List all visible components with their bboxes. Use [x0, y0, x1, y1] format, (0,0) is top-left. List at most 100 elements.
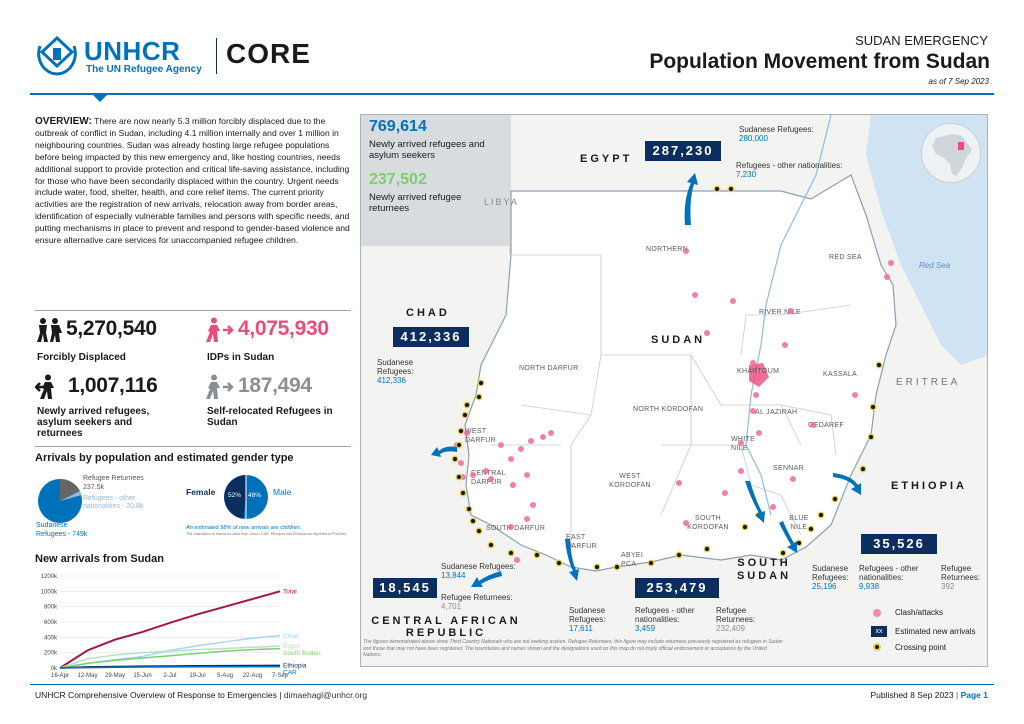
arrow-ethiopia-south-icon [779, 521, 797, 553]
newly-arrived-value: 769,614 [369, 118, 427, 135]
series-line-total [59, 590, 281, 669]
org-tagline: The UN Refugee Agency [86, 64, 202, 75]
series-line-egypt [59, 645, 281, 669]
female-label: Female [186, 487, 216, 497]
region-gedaref: GEDAREF [808, 422, 844, 429]
ss-returnees: Refugee Returnees: 232,409 [716, 606, 756, 633]
clash-marker [756, 374, 762, 380]
unhcr-emblem-icon [37, 36, 77, 76]
clash-marker [524, 516, 530, 522]
arrow-ss-east-icon [745, 481, 765, 523]
clash-marker [530, 502, 536, 508]
footer-page: Page 1 [960, 690, 988, 700]
x-tick-label: 5-Aug [217, 673, 233, 679]
chad-total-box: 412,336 [393, 327, 469, 347]
country-chad: CHAD [406, 307, 450, 319]
car-returnees: Refugee Returnees: 4,701 [441, 593, 513, 611]
x-tick-label: 22-Aug [243, 673, 262, 679]
idp-walking-icon [206, 317, 234, 342]
clash-marker [514, 557, 520, 563]
legend: Clash/attacks xx Estimated new arrivals … [871, 607, 987, 657]
forcibly-displaced-label: Forcibly Displaced [37, 352, 126, 363]
male-pct: 48% [248, 492, 262, 499]
series-label: Egypt [283, 643, 300, 650]
clash-marker [782, 342, 788, 348]
crossing-point-marker [647, 559, 655, 567]
clash-marker [790, 476, 796, 482]
y-tick-label: 1000k [41, 589, 58, 595]
gender-donut [224, 475, 268, 519]
pie-slice-returnees [60, 478, 80, 501]
clash-marker [753, 392, 759, 398]
region-al-jazirah: AL JAZIRAH [755, 409, 798, 416]
ethiopia-total-box: 35,526 [861, 534, 937, 554]
x-tick-label: 16-Apr [51, 673, 69, 679]
x-tick-label: 15-Jun [133, 673, 151, 679]
crossing-point-marker [461, 411, 469, 419]
legend-crossing-label: Crossing point [895, 643, 947, 652]
clash-marker [464, 430, 470, 436]
clash-marker [508, 456, 514, 462]
crossing-point-marker [487, 541, 495, 549]
clash-marker [510, 482, 516, 488]
y-tick-label: 600k [44, 620, 58, 626]
header-notch [92, 94, 108, 102]
stat-forcibly-displaced: 5,270,540 Forcibly Displaced [35, 315, 195, 365]
footer-email[interactable]: dimaehagl@unhcr.org [283, 690, 368, 700]
pie-label-other: Refugees - other nationalities - 20.8k [83, 495, 144, 510]
clash-marker [524, 472, 530, 478]
ss-sudanese: Sudanese Refugees: 17,611 [569, 606, 606, 633]
refugee-arrival-icon [35, 374, 54, 399]
footer-rule [30, 684, 994, 685]
y-tick-label: 400k [44, 635, 58, 641]
egypt-total-box: 287,230 [645, 141, 721, 161]
series-label: Ethiopia [283, 662, 307, 669]
stat-idps: 4,075,930 IDPs in Sudan [205, 315, 355, 365]
clash-marker [458, 460, 464, 466]
arrow-egypt-icon [684, 173, 698, 225]
clash-marker [548, 430, 554, 436]
eth-other: Refugees - other nationalities: 9,938 [859, 564, 919, 591]
clash-marker [756, 430, 762, 436]
series-line-south-sudan [59, 647, 281, 669]
overview-divider [35, 310, 351, 311]
clash-marker [852, 392, 858, 398]
legend-clash-icon [873, 609, 881, 617]
clash-marker [738, 468, 744, 474]
clash-marker [738, 440, 744, 446]
crossing-point-marker [817, 511, 825, 519]
logo-divider [216, 38, 217, 74]
crossing-point-marker [713, 185, 721, 193]
map-markers [451, 185, 894, 571]
crossing-point-marker [457, 427, 465, 435]
series-label: Chad [283, 633, 299, 640]
arrivals-pie-chart: Refugee Returnees 237.5k Refugees - othe… [36, 473, 186, 543]
region-west-darfur: WEST DARFUR [465, 428, 496, 444]
ss-other: Refugees - other nationalities: 3,459 [635, 606, 695, 633]
clash-marker [770, 504, 776, 510]
red-sea-label: Red Sea [919, 261, 951, 270]
crossing-point-marker [727, 185, 735, 193]
region-south-darfur: SOUTH DARFUR [486, 525, 546, 532]
arrivals-pop-title: Arrivals by population and estimated gen… [35, 452, 294, 464]
arrow-chad-icon [431, 446, 457, 457]
stat-self-relocated: 187,494 Self-relocated Refugees in Sudan [205, 372, 355, 442]
clash-marker [498, 442, 504, 448]
movement-arrows [431, 173, 861, 587]
org-name: UNHCR [84, 36, 181, 66]
crossing-point-marker [593, 563, 601, 571]
self-relocated-icon [206, 374, 234, 399]
x-tick-label: 12-May [77, 673, 97, 679]
south-sudan-total-box: 253,479 [635, 578, 719, 598]
crossing-point-marker [465, 505, 473, 513]
children-subnote: The estimation is based on data from Cha… [186, 532, 347, 536]
crossing-point-marker [477, 379, 485, 387]
egypt-sudanese: Sudanese Refugees: 280,000 [739, 125, 814, 143]
map-frame: 769,614 Newly arrived refugees and asylu… [360, 114, 988, 667]
clash-marker [470, 472, 476, 478]
crossing-point-marker [859, 465, 867, 473]
crossing-point-marker [703, 545, 711, 553]
country-eritrea: ERITREA [896, 377, 961, 388]
clash-marker [888, 260, 894, 266]
idps-value: 4,075,930 [238, 317, 329, 340]
